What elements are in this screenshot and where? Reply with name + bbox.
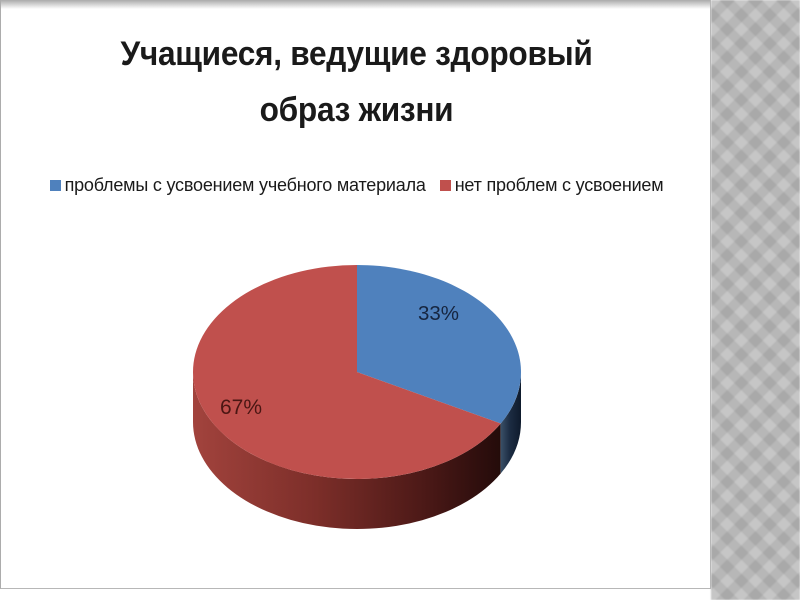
- svg-text:33%: 33%: [418, 302, 459, 325]
- svg-text:67%: 67%: [220, 396, 262, 419]
